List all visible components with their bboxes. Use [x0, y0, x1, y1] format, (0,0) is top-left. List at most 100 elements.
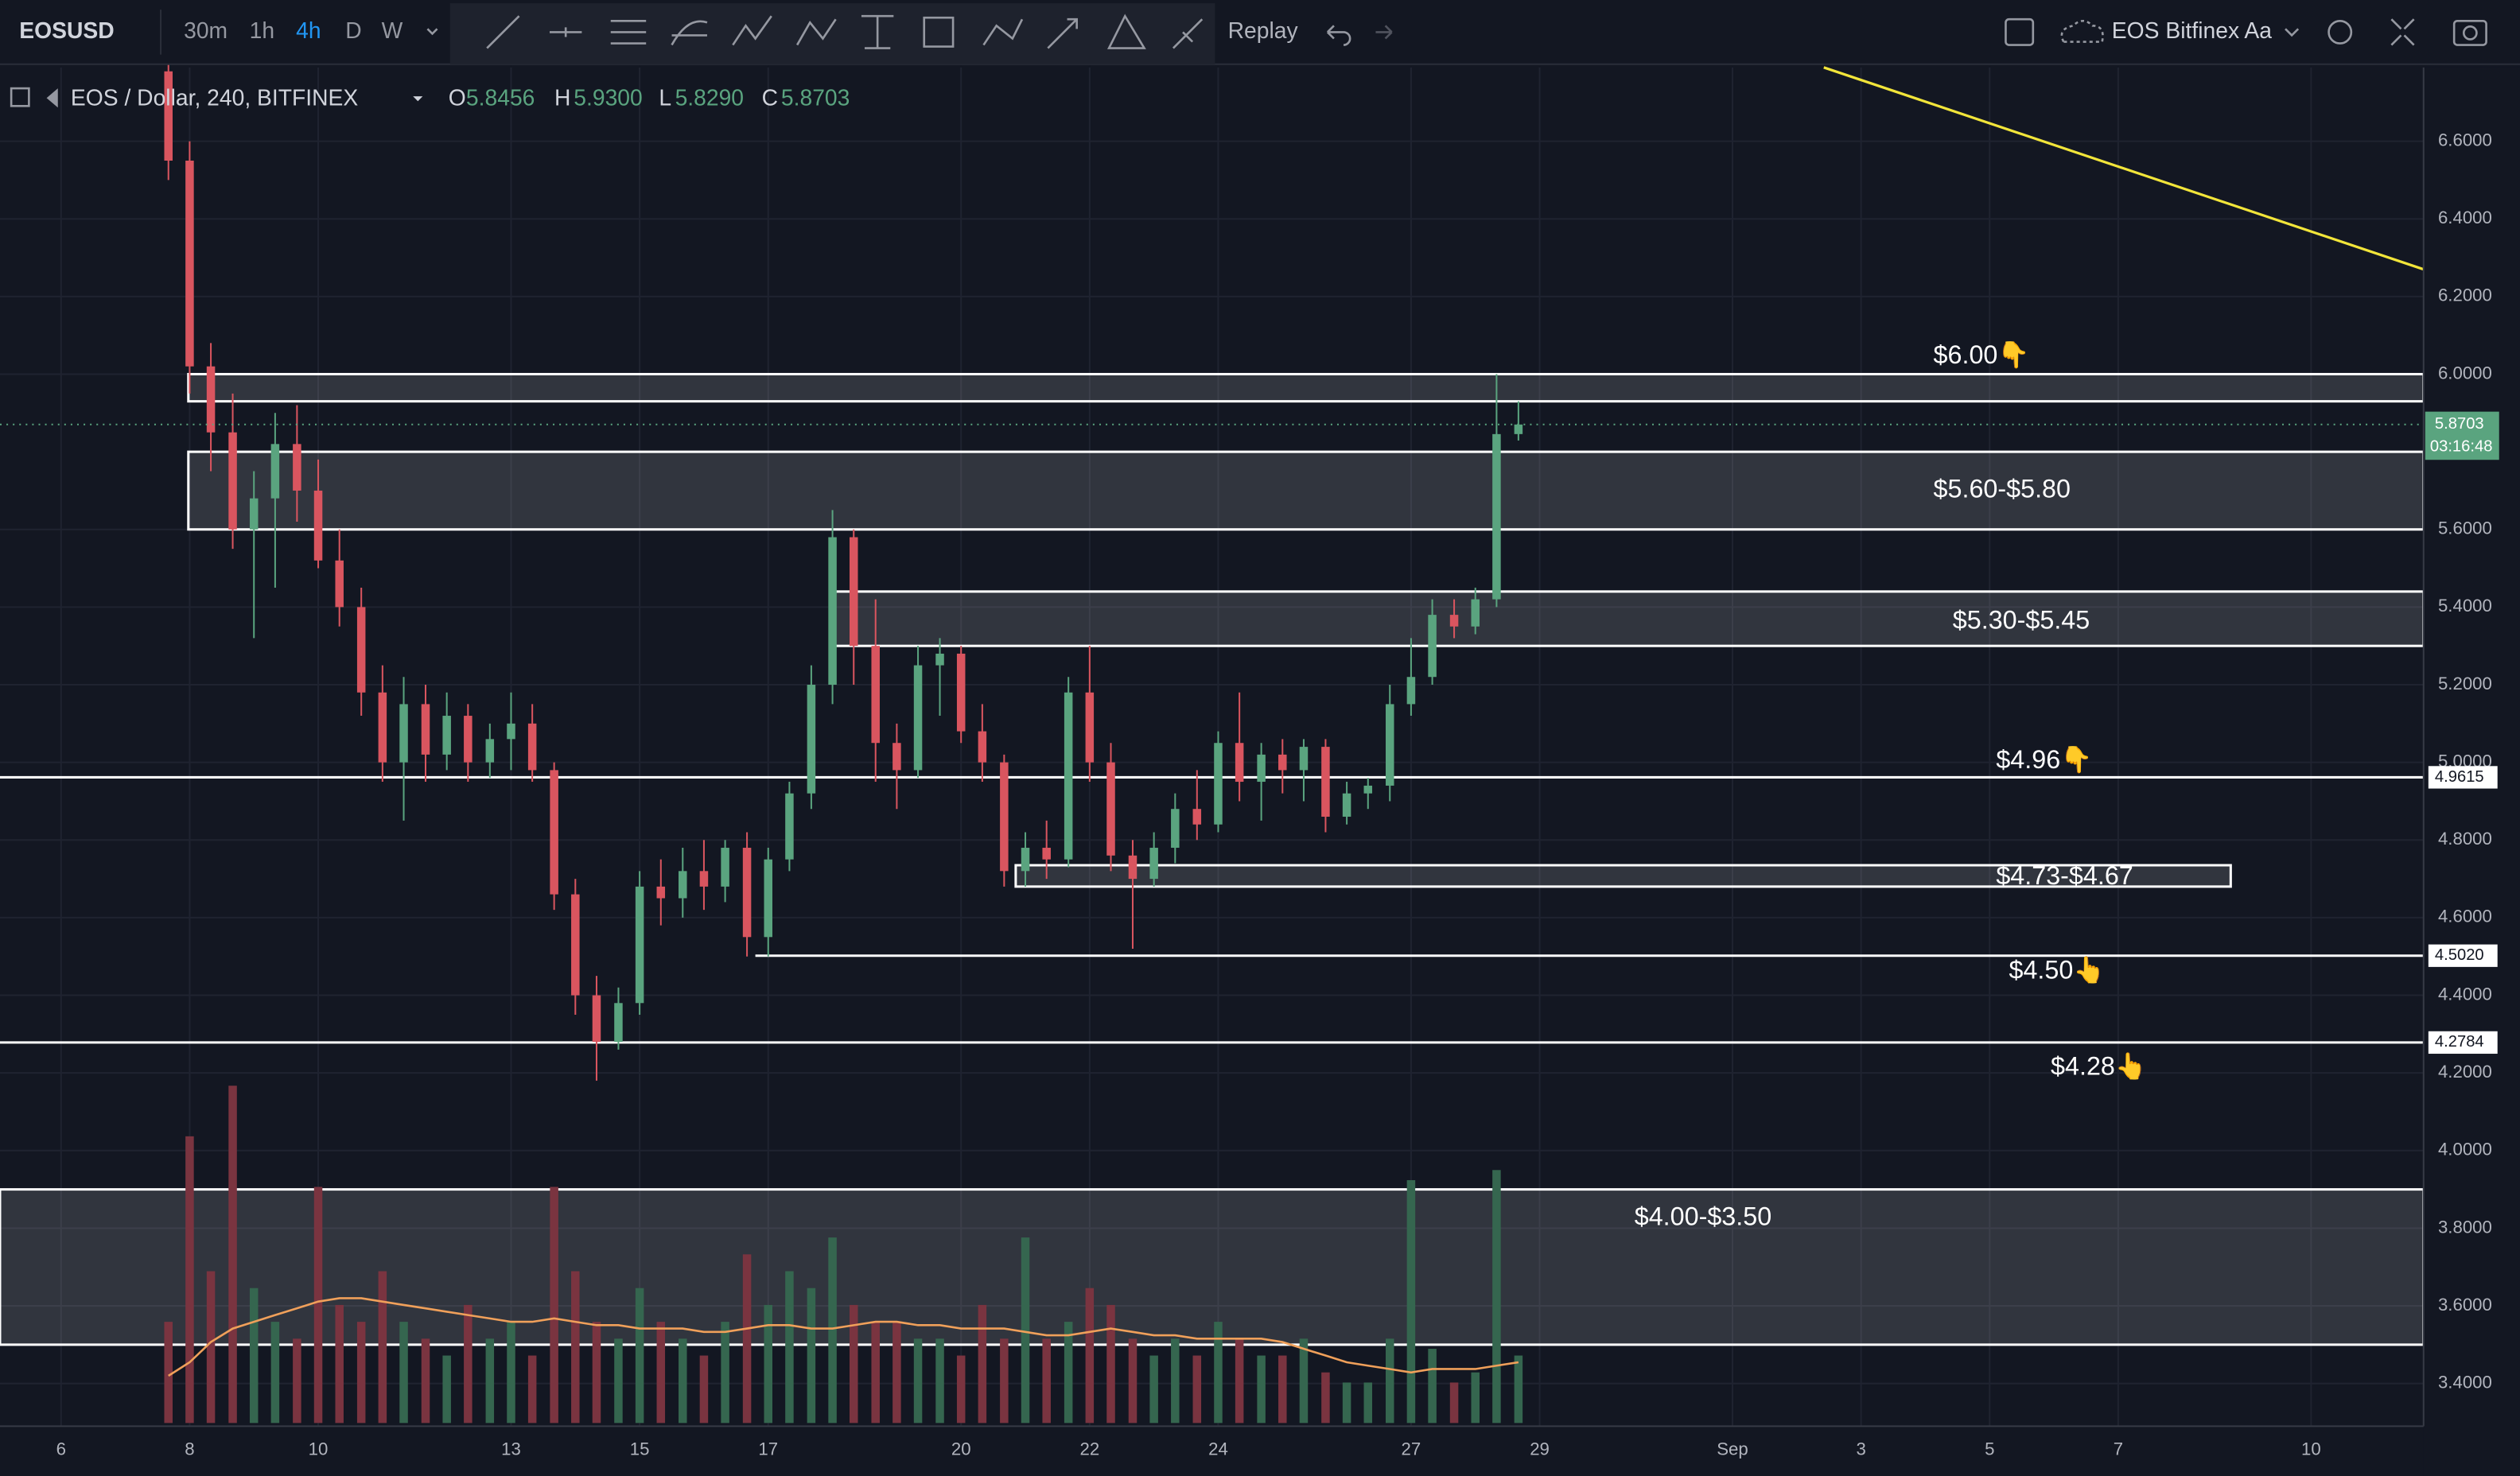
fullscreen-button[interactable] — [2390, 18, 2415, 46]
x-tick-label: 10 — [2301, 1439, 2321, 1459]
toolbar — [0, 0, 2520, 64]
candle-body — [1363, 785, 1373, 794]
channel-tool[interactable] — [610, 19, 647, 45]
redo-button[interactable] — [1375, 25, 1393, 40]
volume-bar — [206, 1271, 216, 1424]
price-tag — [2428, 766, 2498, 789]
volume-bar — [164, 1322, 173, 1424]
legend-title[interactable]: EOS / Dollar, 240, BITFINEX — [71, 85, 359, 111]
interval-button[interactable]: W — [382, 17, 403, 43]
x-tick-label: 22 — [1079, 1439, 1099, 1459]
volume-bar — [785, 1271, 794, 1424]
replay-button[interactable]: Replay — [1228, 17, 1299, 43]
candle-body — [679, 871, 687, 899]
volume-bar — [1257, 1355, 1266, 1424]
hide-arrow[interactable] — [46, 88, 58, 108]
candle-body — [1171, 809, 1180, 849]
volume-bar — [828, 1237, 837, 1424]
settings-button[interactable] — [2328, 19, 2353, 45]
candle-body — [1021, 848, 1030, 872]
volume-bar — [293, 1338, 301, 1424]
pitchfork-tool[interactable] — [671, 20, 708, 46]
candle-body — [742, 848, 752, 938]
candle-body — [785, 793, 794, 860]
text-tool[interactable] — [861, 14, 894, 49]
volume-bar — [1449, 1382, 1459, 1424]
zone — [1014, 864, 2232, 888]
horizontal-line-tool[interactable] — [549, 27, 582, 37]
interval-dropdown[interactable] — [426, 28, 438, 36]
pattern-tool[interactable] — [732, 15, 772, 46]
candle-body — [1385, 704, 1394, 786]
candle-body — [1000, 762, 1009, 872]
volume-bar — [721, 1322, 729, 1424]
interval-button[interactable]: 1h — [250, 17, 274, 43]
volume-bar — [592, 1322, 601, 1424]
volume-bar — [1149, 1355, 1158, 1424]
elliott-tool[interactable] — [795, 18, 837, 46]
candle-body — [270, 444, 280, 499]
collapse-button[interactable] — [10, 87, 30, 107]
interval-button[interactable]: D — [345, 17, 361, 43]
volume-bar — [699, 1355, 709, 1424]
volume-bar — [1000, 1338, 1009, 1424]
price-tag-label: 4.2784 — [2435, 1033, 2484, 1051]
zone — [187, 372, 2425, 403]
volume-bar — [679, 1338, 687, 1424]
y-tick-label: 3.6000 — [2438, 1295, 2492, 1315]
candle-body — [206, 366, 216, 433]
candle-body — [421, 704, 430, 755]
candle-body — [1342, 793, 1351, 817]
volume-bar — [1192, 1355, 1202, 1424]
candle-body — [485, 739, 495, 763]
layout-dropdown[interactable] — [2285, 28, 2300, 37]
volume-bar — [313, 1187, 323, 1424]
candle-body — [164, 71, 173, 161]
symbol[interactable]: EOSUSD — [19, 17, 114, 43]
ruler-tool[interactable] — [1172, 18, 1204, 49]
volume-bar — [978, 1304, 987, 1424]
candle-body — [1214, 743, 1223, 825]
volume-bar — [442, 1355, 451, 1424]
candle-body — [1106, 762, 1115, 856]
layout-name[interactable]: EOS Bitfinex Aa — [2112, 17, 2272, 43]
price-tag-label: 4.9615 — [2435, 768, 2484, 786]
candle-body — [956, 653, 966, 732]
countdown-label: 03:16:48 — [2430, 437, 2493, 455]
interval-button[interactable]: 30m — [184, 17, 228, 43]
candle-body — [1492, 433, 1501, 600]
arrow-tool[interactable] — [1047, 17, 1078, 49]
legend-dropdown[interactable] — [413, 96, 423, 102]
x-tick-label: 8 — [185, 1439, 194, 1459]
candle-body — [935, 653, 944, 666]
y-tick-label: 5.4000 — [2438, 596, 2492, 616]
snapshot-lens — [2462, 25, 2478, 41]
y-tick-label: 5.2000 — [2438, 674, 2492, 693]
candle-body — [1128, 855, 1138, 880]
undo-button[interactable] — [1326, 25, 1351, 46]
volume-bar — [1492, 1170, 1501, 1424]
interval-button[interactable]: 4h — [296, 17, 321, 43]
candle-body — [1192, 809, 1202, 825]
price-tag-label: 4.5020 — [2435, 946, 2484, 964]
volume-bar — [421, 1338, 430, 1424]
y-tick-label: 4.4000 — [2438, 984, 2492, 1004]
volume-bar — [614, 1338, 623, 1424]
volume-bar — [1278, 1355, 1287, 1424]
volume-bar — [1235, 1338, 1244, 1424]
high-value: 5.9300 — [574, 85, 642, 111]
layout-button[interactable] — [2005, 17, 2035, 46]
abcd-tool[interactable] — [982, 18, 1024, 46]
trend-line-tool[interactable] — [486, 15, 520, 49]
volume-bar — [1171, 1338, 1180, 1424]
x-tick-label: 7 — [2114, 1439, 2123, 1459]
snapshot-button[interactable] — [2452, 19, 2487, 46]
level-label: $4.50👆 — [2009, 954, 2106, 985]
x-tick-label: 3 — [1856, 1439, 1865, 1459]
x-tick-label: 27 — [1402, 1439, 1421, 1459]
volume-bar — [507, 1322, 515, 1424]
shape-tool[interactable] — [923, 16, 955, 48]
volume-bar — [335, 1304, 344, 1424]
measure-tool[interactable] — [1106, 14, 1146, 49]
